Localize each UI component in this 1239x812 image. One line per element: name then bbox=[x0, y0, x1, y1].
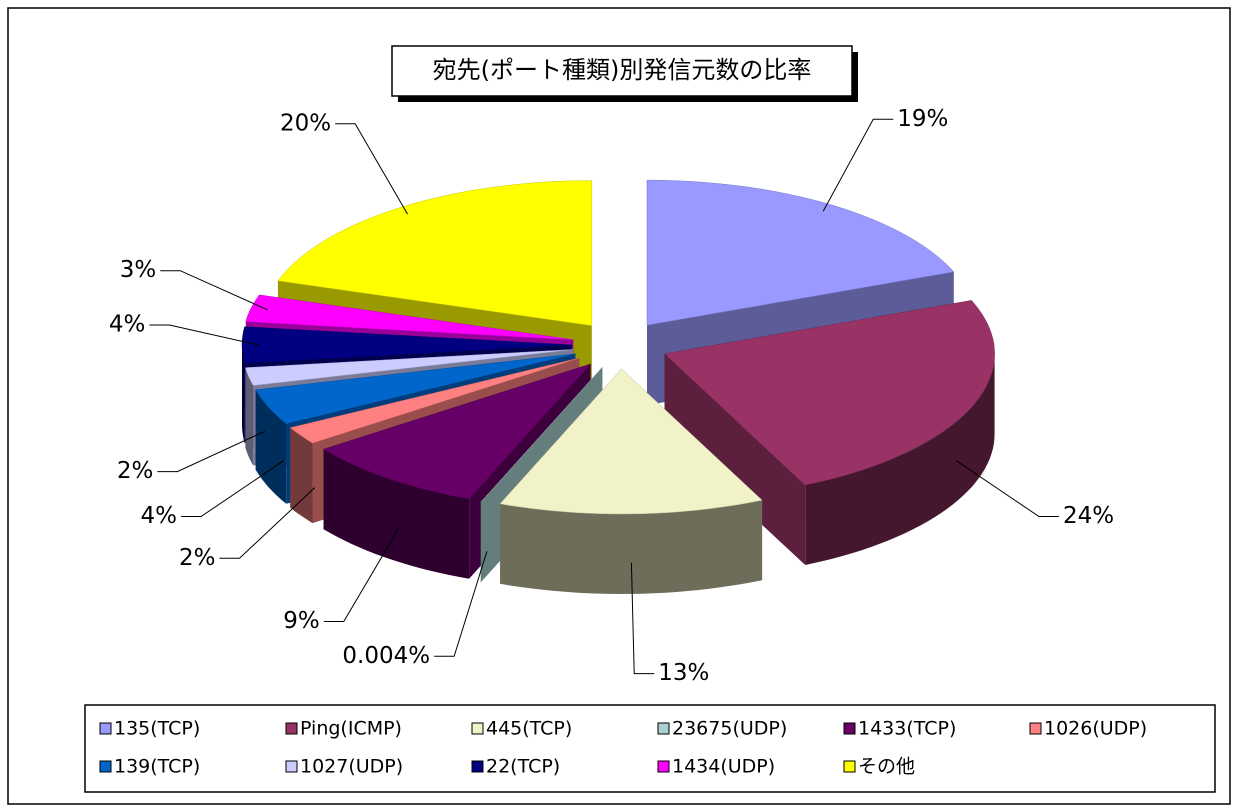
data-label: 19% bbox=[897, 106, 948, 132]
slice-top bbox=[322, 363, 592, 500]
slice-side bbox=[500, 500, 763, 594]
slice-top bbox=[245, 349, 573, 386]
leader-line bbox=[219, 487, 316, 559]
slice-side bbox=[290, 427, 313, 524]
slice-top bbox=[499, 368, 763, 515]
legend-label: Ping(ICMP) bbox=[300, 718, 402, 740]
legend-swatch bbox=[843, 760, 856, 773]
slice-side bbox=[805, 353, 995, 565]
data-label: 2% bbox=[179, 545, 216, 571]
slice-top bbox=[646, 179, 955, 326]
data-label: 4% bbox=[109, 311, 146, 337]
legend-swatch bbox=[843, 722, 856, 735]
slice-side bbox=[323, 449, 470, 579]
leader-line bbox=[335, 123, 408, 215]
slice-top bbox=[255, 353, 576, 424]
legend-label: 135(TCP) bbox=[114, 718, 200, 740]
legend-label: 139(TCP) bbox=[114, 756, 200, 778]
legend-label: 1433(TCP) bbox=[858, 718, 956, 740]
slice bbox=[664, 300, 995, 565]
legend-swatch bbox=[657, 722, 670, 735]
legend-swatch bbox=[471, 722, 484, 735]
legend-swatch bbox=[1029, 722, 1042, 735]
leader-line bbox=[630, 562, 655, 675]
legend-label: 23675(UDP) bbox=[672, 718, 787, 740]
legend-label: その他 bbox=[858, 756, 915, 778]
slice-top bbox=[664, 300, 995, 486]
pie bbox=[241, 179, 995, 594]
data-label: 2% bbox=[117, 458, 154, 484]
leader-line bbox=[149, 324, 259, 346]
legend-label: 1434(UDP) bbox=[672, 756, 775, 778]
slice bbox=[499, 368, 763, 594]
legend-label: 445(TCP) bbox=[486, 718, 572, 740]
legend-box bbox=[84, 704, 1216, 793]
leader-line bbox=[955, 460, 1059, 518]
data-label: 0.004% bbox=[342, 643, 430, 669]
legend-label: 1026(UDP) bbox=[1044, 718, 1147, 740]
legend-swatch bbox=[657, 760, 670, 773]
leader-line bbox=[434, 551, 488, 657]
slice-top bbox=[277, 180, 593, 326]
leader-line bbox=[323, 528, 399, 623]
slice-top bbox=[289, 357, 580, 444]
data-label: 4% bbox=[141, 503, 178, 529]
legend-swatch bbox=[471, 760, 484, 773]
legend-swatch bbox=[99, 722, 112, 735]
slice-side bbox=[242, 345, 245, 444]
legend-swatch bbox=[285, 722, 298, 735]
data-label: 13% bbox=[658, 660, 709, 686]
slice-side bbox=[245, 367, 254, 466]
legend-swatch bbox=[285, 760, 298, 773]
slice-top bbox=[241, 326, 573, 364]
slice-top bbox=[480, 367, 603, 503]
legend-label: 1027(UDP) bbox=[300, 756, 403, 778]
leader-line bbox=[822, 118, 894, 212]
leader-line bbox=[160, 270, 268, 311]
leader-line bbox=[181, 460, 285, 518]
slice-top bbox=[245, 294, 574, 341]
data-label: 9% bbox=[283, 608, 320, 634]
slice-side bbox=[255, 389, 287, 504]
leader-line bbox=[157, 430, 266, 473]
data-label: 24% bbox=[1063, 503, 1114, 529]
legend-label: 22(TCP) bbox=[486, 756, 560, 778]
data-label: 3% bbox=[120, 257, 157, 283]
chart-title: 宛先(ポート種類)別発信元数の比率 bbox=[433, 56, 812, 84]
legend-swatch bbox=[99, 760, 112, 773]
title-box bbox=[391, 45, 853, 97]
legend: 135(TCP) Ping(ICMP) 445(TCP) 23675(UDP) 1433… bbox=[99, 718, 1147, 778]
data-label: 20% bbox=[280, 110, 331, 136]
labels: 19%24%13%0.004%9%2%4%2%4%3%20% bbox=[109, 106, 1114, 686]
slice-cut-face bbox=[664, 353, 806, 565]
